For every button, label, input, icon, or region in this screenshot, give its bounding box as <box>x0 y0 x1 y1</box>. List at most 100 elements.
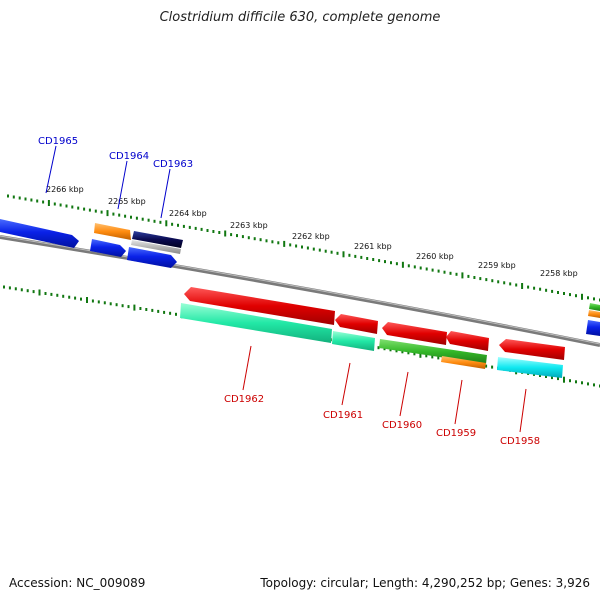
gene-cd1957-c-arrow[interactable] <box>589 303 600 311</box>
gene-cd1963-b-arrow[interactable] <box>131 240 181 254</box>
forward-gene-labels: CD1965 CD1964 CD1963 <box>38 136 193 219</box>
minor-tick <box>377 346 380 350</box>
gene-cd1962b-arrow[interactable] <box>127 247 177 268</box>
minor-tick <box>593 383 595 387</box>
minor-tick <box>551 289 554 293</box>
minor-tick <box>59 203 62 207</box>
gene-cd1966-arrow[interactable] <box>90 239 126 257</box>
minor-tick <box>94 209 97 213</box>
minor-tick <box>139 307 142 310</box>
minor-tick <box>390 261 392 265</box>
major-tick <box>461 272 464 279</box>
gene-label-cd1963[interactable]: CD1963 <box>153 159 193 170</box>
minor-tick <box>407 264 410 268</box>
major-tick <box>342 251 345 258</box>
minor-tick <box>431 268 434 272</box>
minor-tick <box>527 285 530 289</box>
minor-tick <box>103 301 106 305</box>
minor-tick <box>485 278 488 282</box>
minor-tick <box>124 214 127 218</box>
gene-label-cd1964[interactable]: CD1964 <box>109 151 149 162</box>
minor-tick <box>44 292 47 295</box>
genome-backbone <box>0 235 600 347</box>
leader-line <box>160 168 171 219</box>
gene-cd1963-arrow[interactable] <box>132 231 183 248</box>
minor-tick <box>118 213 121 217</box>
minor-tick <box>336 251 339 255</box>
minor-tick <box>53 202 56 206</box>
minor-tick <box>12 195 15 199</box>
reverse-strand <box>180 287 565 378</box>
gene-cd1959-red-arrow[interactable] <box>446 331 489 351</box>
major-tick <box>106 210 109 217</box>
minor-tick <box>163 310 166 314</box>
minor-tick <box>157 309 160 313</box>
minor-tick <box>485 364 488 368</box>
minor-tick <box>413 265 416 269</box>
accession-label: Accession: NC_009089 <box>9 576 146 590</box>
minor-tick <box>91 299 94 303</box>
gene-cd1957-b-arrow[interactable] <box>588 310 600 318</box>
minor-tick <box>455 272 458 276</box>
minor-tick <box>30 198 33 202</box>
leader-line <box>242 345 252 391</box>
gene-cd1961-arrow[interactable] <box>332 331 375 351</box>
major-tick <box>401 261 404 268</box>
gene-cd1960-red-arrow[interactable] <box>382 322 447 345</box>
gene-cd1962-arrow[interactable] <box>180 303 332 343</box>
leader-line <box>341 362 351 406</box>
minor-tick <box>443 270 446 274</box>
gene-cd1959-arrow[interactable] <box>441 356 486 369</box>
minor-tick <box>88 208 91 212</box>
reverse-gene-labels: CD1962 CD1961 CD1960 CD1959 CD1958 <box>224 345 540 447</box>
page-title: Clostridium difficile 630, complete geno… <box>159 10 441 25</box>
minor-tick <box>159 220 162 224</box>
minor-tick <box>330 250 333 254</box>
minor-tick <box>384 260 386 264</box>
gene-cd1958-arrow[interactable] <box>497 357 563 378</box>
gene-label-cd1961[interactable]: CD1961 <box>323 410 363 421</box>
gene-cd1960-arrow[interactable] <box>379 339 487 364</box>
minor-tick <box>407 351 410 355</box>
minor-tick <box>3 285 5 289</box>
minor-tick <box>80 297 82 301</box>
minor-tick <box>295 244 298 248</box>
kbp-label: 2260 kbp <box>416 252 454 261</box>
minor-tick <box>491 365 494 369</box>
minor-tick <box>306 246 309 250</box>
kbp-label: 2261 kbp <box>354 242 392 251</box>
minor-tick <box>419 266 422 270</box>
minor-tick <box>581 381 583 385</box>
minor-tick <box>389 348 392 352</box>
kbp-label: 2258 kbp <box>540 269 578 278</box>
minor-tick <box>395 349 398 353</box>
kbp-label: 2262 kbp <box>292 232 330 241</box>
gene-cd1965-arrow[interactable] <box>0 219 79 248</box>
minor-tick <box>112 212 115 216</box>
gene-label-cd1960[interactable]: CD1960 <box>382 420 422 431</box>
gene-label-cd1958[interactable]: CD1958 <box>500 436 540 447</box>
major-tick <box>86 297 88 303</box>
outer-scale-track <box>7 194 600 302</box>
gene-cd1962-red-arrow[interactable] <box>184 287 335 325</box>
minor-tick <box>437 269 440 273</box>
minor-tick <box>354 254 357 258</box>
minor-tick <box>515 283 518 287</box>
minor-tick <box>7 194 9 198</box>
gene-cd1964-arrow[interactable] <box>94 223 131 240</box>
major-tick <box>581 293 583 300</box>
gene-label-cd1965[interactable]: CD1965 <box>38 136 78 147</box>
minor-tick <box>130 215 132 219</box>
minor-tick <box>71 205 74 209</box>
gene-label-cd1959[interactable]: CD1959 <box>436 428 476 439</box>
minor-tick <box>50 292 53 296</box>
minor-tick <box>497 280 500 284</box>
minor-tick <box>145 308 148 311</box>
gene-label-cd1962[interactable]: CD1962 <box>224 394 264 405</box>
minor-tick <box>175 312 177 316</box>
gene-cd1957-arrow[interactable] <box>586 320 600 336</box>
minor-tick <box>42 200 45 204</box>
gene-cd1958-red-arrow[interactable] <box>499 339 565 360</box>
gene-cd1961-red-arrow[interactable] <box>335 314 378 334</box>
minor-tick <box>247 236 250 240</box>
